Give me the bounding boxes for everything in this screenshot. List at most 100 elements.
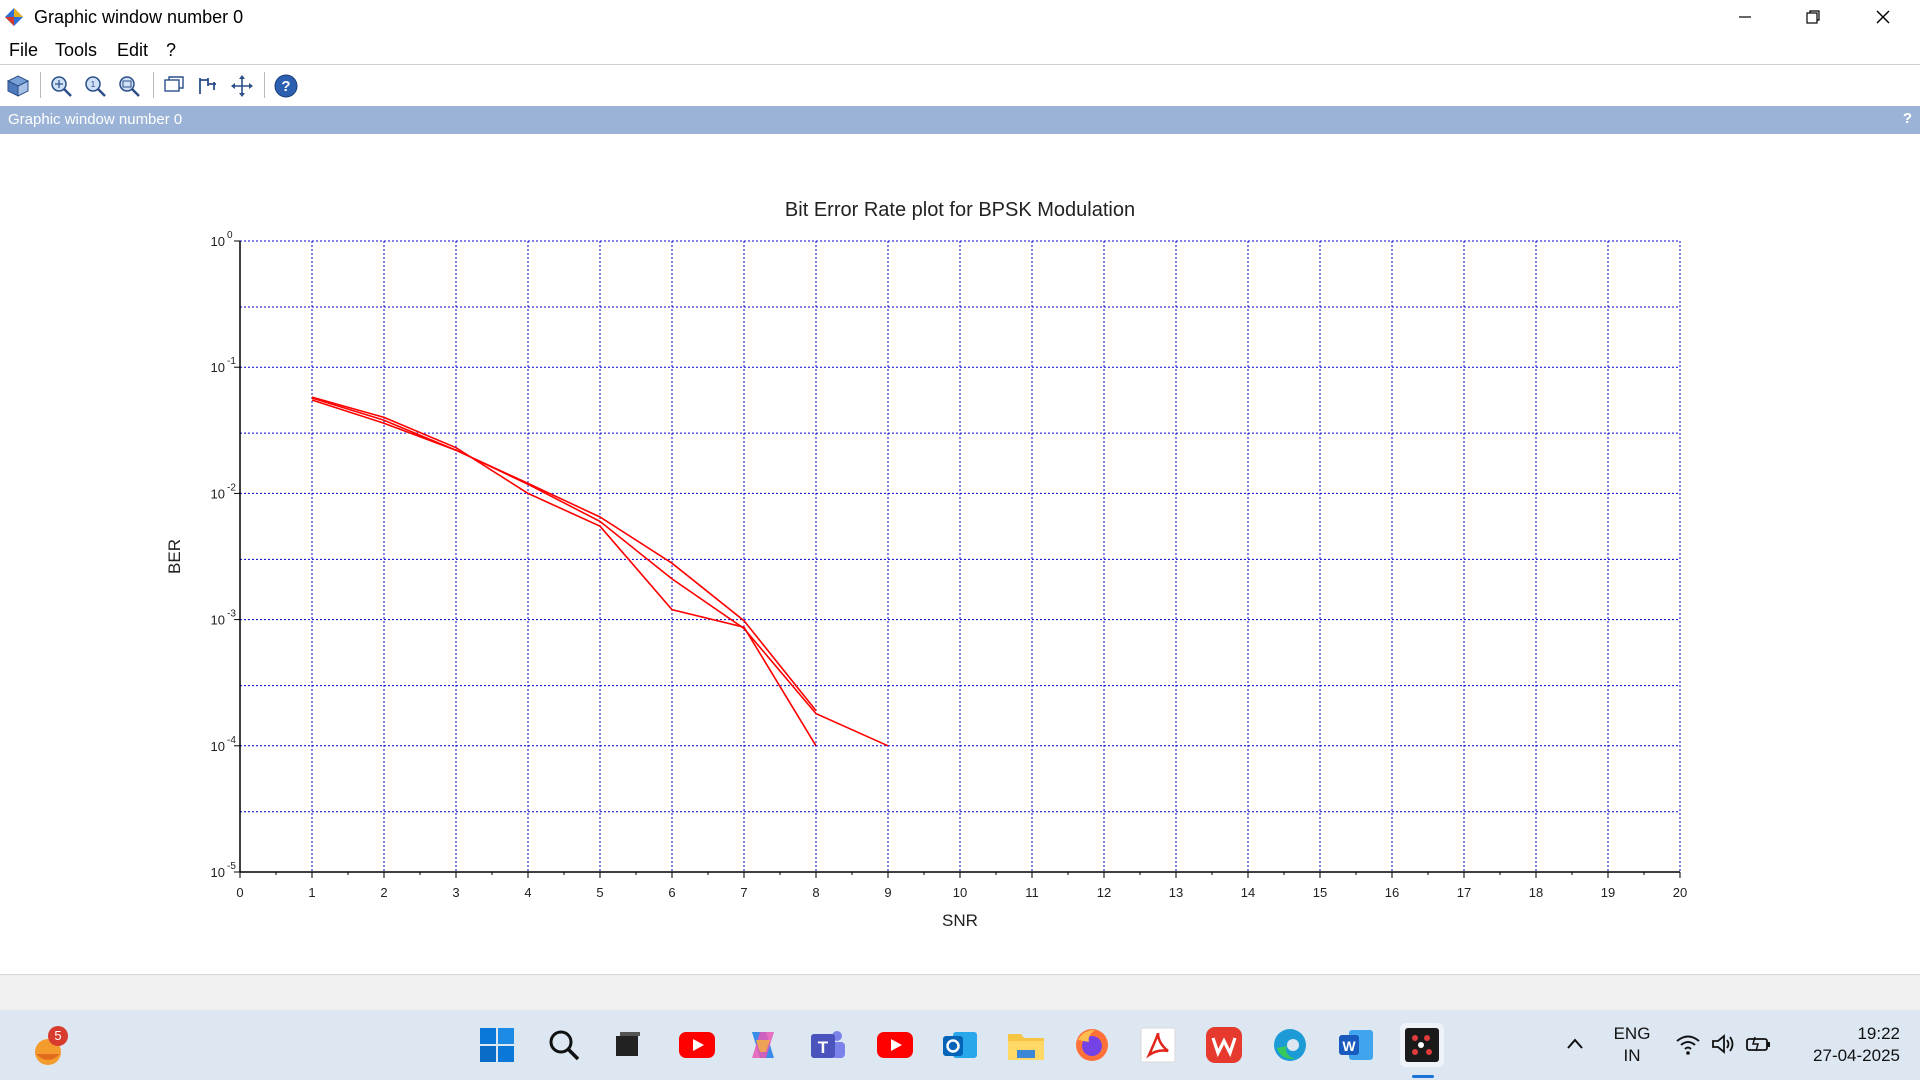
y-tick-label-exponent: 0 xyxy=(227,230,233,241)
x-tick-label: 19 xyxy=(1601,885,1615,900)
x-tick-label: 16 xyxy=(1385,885,1399,900)
svg-text:?: ? xyxy=(281,78,290,95)
x-tick-label: 17 xyxy=(1457,885,1471,900)
svg-text:T: T xyxy=(818,1038,829,1057)
region-indicator: IN xyxy=(1623,1046,1641,1065)
x-tick-label: 12 xyxy=(1097,885,1111,900)
close-icon xyxy=(1876,10,1890,24)
menu-tools[interactable]: Tools xyxy=(55,40,98,60)
x-tick-label: 1 xyxy=(308,885,315,900)
wps-icon xyxy=(1206,1027,1242,1063)
taskbar-edge[interactable] xyxy=(1268,1023,1312,1067)
taskbar-acrobat[interactable] xyxy=(1136,1023,1180,1067)
rotate-icon xyxy=(199,78,216,94)
wifi-icon xyxy=(1676,1035,1700,1055)
svg-text:W: W xyxy=(1342,1038,1356,1054)
language-indicator[interactable]: ENG xyxy=(1613,1024,1651,1043)
volume-button[interactable] xyxy=(1710,1032,1736,1061)
x-tick-label: 18 xyxy=(1529,885,1543,900)
rotate-button[interactable] xyxy=(194,72,222,100)
edge-icon xyxy=(1274,1029,1306,1061)
taskbar-word[interactable]: W xyxy=(1334,1023,1378,1067)
graphic-panel-header: Graphic window number 0 ? xyxy=(0,106,1920,134)
clock-time[interactable]: 19:22 xyxy=(1857,1024,1900,1043)
copilot-icon xyxy=(752,1032,774,1058)
svg-text:1: 1 xyxy=(91,80,96,89)
task-view-icon xyxy=(616,1032,640,1056)
x-tick-label: 3 xyxy=(452,885,459,900)
start-button[interactable] xyxy=(475,1023,519,1067)
figure-editor-icon xyxy=(6,75,30,97)
x-tick-label: 14 xyxy=(1241,885,1255,900)
taskbar-outlook[interactable] xyxy=(938,1023,982,1067)
y-tick-label-exponent: -4 xyxy=(227,735,236,746)
x-tick-label: 13 xyxy=(1169,885,1183,900)
panel-help-button[interactable]: ? xyxy=(1902,110,1912,127)
widgets-button[interactable]: 5 xyxy=(28,1026,68,1070)
firefox-icon xyxy=(1076,1029,1108,1061)
taskbar: 5 T xyxy=(0,1010,1920,1080)
taskbar-firefox[interactable] xyxy=(1070,1023,1114,1067)
title-bar: Graphic window number 0 xyxy=(0,0,1920,34)
x-tick-label: 8 xyxy=(812,885,819,900)
ber-series-line-2 xyxy=(311,399,889,747)
restore-icon xyxy=(1806,10,1820,24)
x-tick-label: 6 xyxy=(668,885,675,900)
help-button[interactable]: ? xyxy=(272,72,300,100)
wifi-button[interactable] xyxy=(1675,1032,1701,1061)
youtube-icon xyxy=(679,1032,715,1058)
datatip-button[interactable] xyxy=(160,72,188,100)
taskbar-youtube-1[interactable] xyxy=(675,1023,719,1067)
battery-button[interactable] xyxy=(1745,1032,1773,1061)
menu-file[interactable]: File xyxy=(9,40,39,60)
taskbar-scilab[interactable] xyxy=(1400,1023,1444,1078)
plot-canvas[interactable]: Bit Error Rate plot for BPSK Modulation 0… xyxy=(0,134,1920,974)
youtube-icon xyxy=(877,1032,913,1058)
chevron-up-icon xyxy=(1567,1038,1583,1049)
x-tick-label: 10 xyxy=(953,885,967,900)
notification-badge: 5 xyxy=(48,1026,68,1046)
word-icon: W xyxy=(1339,1030,1373,1060)
taskbar-teams[interactable]: T xyxy=(806,1023,850,1067)
minimize-button[interactable] xyxy=(1715,0,1775,34)
restore-button[interactable] xyxy=(1783,0,1843,34)
menu-bar: File Tools Edit ? xyxy=(0,36,1920,65)
zoom-in-icon xyxy=(51,76,72,97)
taskbar-copilot[interactable] xyxy=(741,1023,785,1067)
scilab-icon xyxy=(1405,1028,1439,1062)
window-title: Graphic window number 0 xyxy=(34,7,244,27)
teams-icon: T xyxy=(811,1031,845,1058)
toolbar: 1 ? xyxy=(0,66,1920,104)
battery-icon xyxy=(1746,1036,1770,1052)
ber-series-line-1 xyxy=(311,396,817,747)
zoom-area-button[interactable] xyxy=(115,72,143,100)
x-tick-label: 20 xyxy=(1673,885,1687,900)
y-tick-label-base: 10 xyxy=(211,613,225,628)
ber-chart: Bit Error Rate plot for BPSK Modulation 0… xyxy=(165,199,1687,930)
y-tick-label-base: 10 xyxy=(211,865,225,880)
y-tick-label-exponent: -3 xyxy=(227,609,236,620)
datatip-icon xyxy=(164,76,184,92)
zoom-in-button[interactable] xyxy=(47,72,75,100)
search-button[interactable] xyxy=(542,1023,586,1067)
taskbar-youtube-2[interactable] xyxy=(873,1023,917,1067)
show-hidden-icons-button[interactable] xyxy=(1565,1034,1585,1059)
y-tick-label-exponent: -1 xyxy=(227,356,236,367)
figure-editor-button[interactable] xyxy=(4,72,32,100)
help-icon: ? xyxy=(274,74,298,98)
menu-help[interactable]: ? xyxy=(166,40,177,60)
x-tick-label: 9 xyxy=(884,885,891,900)
x-tick-label: 5 xyxy=(596,885,603,900)
pan-icon xyxy=(231,75,253,97)
taskbar-wps[interactable] xyxy=(1202,1023,1246,1067)
ber-series-line-3 xyxy=(311,397,817,712)
pan-button[interactable] xyxy=(228,72,256,100)
task-view-button[interactable] xyxy=(606,1023,650,1067)
y-tick-label-base: 10 xyxy=(211,234,225,249)
x-tick-label: 2 xyxy=(380,885,387,900)
taskbar-file-explorer[interactable] xyxy=(1004,1023,1048,1067)
close-button[interactable] xyxy=(1853,0,1913,34)
menu-edit[interactable]: Edit xyxy=(117,40,149,60)
zoom-area-icon xyxy=(119,76,140,97)
zoom-reset-button[interactable]: 1 xyxy=(81,72,109,100)
